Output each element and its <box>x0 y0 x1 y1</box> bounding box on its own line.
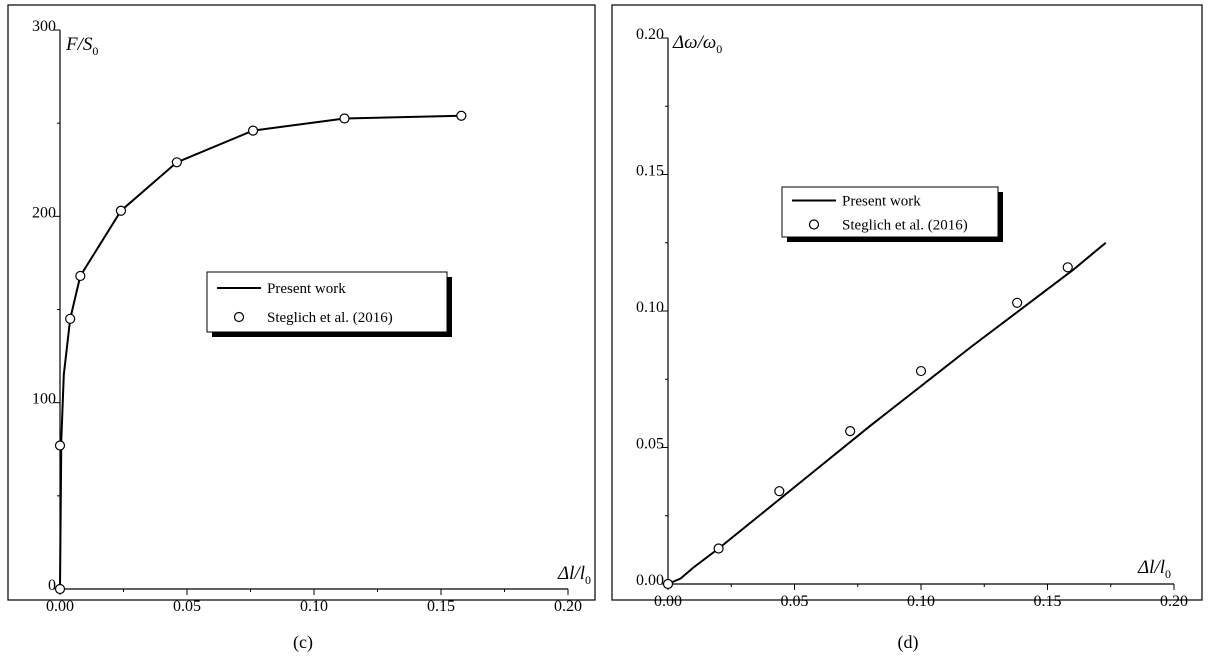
data-point-steglich <box>774 486 785 497</box>
y-tick-label: 0 <box>48 577 56 594</box>
y-tick-label: 0.15 <box>636 163 664 180</box>
panel-caption: (c) <box>293 632 313 653</box>
data-point-steglich <box>247 125 259 136</box>
x-axis-label: Δl/l0 <box>557 563 591 587</box>
x-tick-label: 0.00 <box>46 598 74 615</box>
legend-label-steglich: Steglich et al. (2016) <box>842 218 968 234</box>
panel-frame <box>611 4 1203 601</box>
y-tick-label: 0.05 <box>636 436 664 453</box>
y-tick-label: 0.10 <box>636 299 664 316</box>
x-tick-label: 0.10 <box>907 593 935 610</box>
data-point-steglich <box>845 426 856 437</box>
series-line-present-work <box>667 242 1107 585</box>
y-tick-label: 300 <box>32 18 56 35</box>
y-tick-label: 0.00 <box>636 572 664 589</box>
legend-marker-symbol <box>808 219 820 230</box>
chart-panel-d: 0.00 0.05 0.10 0.15 0.20 0.00 0.05 0.10 0.15 0.20… <box>611 4 1203 653</box>
data-point-steglich <box>456 110 467 121</box>
data-point-steglich <box>115 205 127 216</box>
legend-box <box>206 271 448 333</box>
legend-box <box>781 186 999 238</box>
x-tick-label: 0.20 <box>554 598 582 615</box>
x-tick-label: 0.05 <box>173 598 201 615</box>
data-point-steglich <box>1012 297 1023 308</box>
y-axis-label: Δω/ω0 <box>672 32 722 56</box>
legend-marker-symbol <box>233 311 245 323</box>
data-point-steglich <box>662 578 674 590</box>
legend-label-present-work: Present work <box>267 281 346 297</box>
x-tick-label: 0.00 <box>654 593 682 610</box>
x-tick-label: 0.10 <box>300 598 328 615</box>
data-point-steglich <box>65 313 76 324</box>
x-axis-label: Δl/l0 <box>1137 557 1171 581</box>
x-tick-label: 0.15 <box>427 598 455 615</box>
data-point-steglich <box>1062 262 1073 273</box>
data-point-steglich <box>339 113 350 124</box>
data-point-steglich <box>75 270 86 282</box>
y-tick-label: 0.20 <box>636 26 664 43</box>
data-point-steglich <box>54 440 66 451</box>
legend-label-steglich: Steglich et al. (2016) <box>267 310 393 326</box>
series-line-present-work <box>59 114 462 590</box>
data-point-steglich <box>713 543 724 554</box>
y-axis-label: F/S0 <box>65 34 98 58</box>
panel-frame <box>7 4 596 601</box>
data-point-steglich <box>54 583 66 595</box>
data-point-steglich <box>915 365 927 377</box>
x-tick-label: 0.20 <box>1160 593 1188 610</box>
panel-caption: (d) <box>898 632 919 653</box>
chart-panel-c: 0.00 0.05 0.10 0.15 0.20 0 100 200 300 F/S0 Δl/l0 P… <box>7 4 596 653</box>
y-tick-label: 200 <box>32 204 56 221</box>
legend-label-present-work: Present work <box>842 194 921 210</box>
x-tick-label: 0.15 <box>1034 593 1062 610</box>
data-point-steglich <box>171 157 182 168</box>
y-tick-label: 100 <box>32 391 56 408</box>
x-tick-label: 0.05 <box>781 593 809 610</box>
